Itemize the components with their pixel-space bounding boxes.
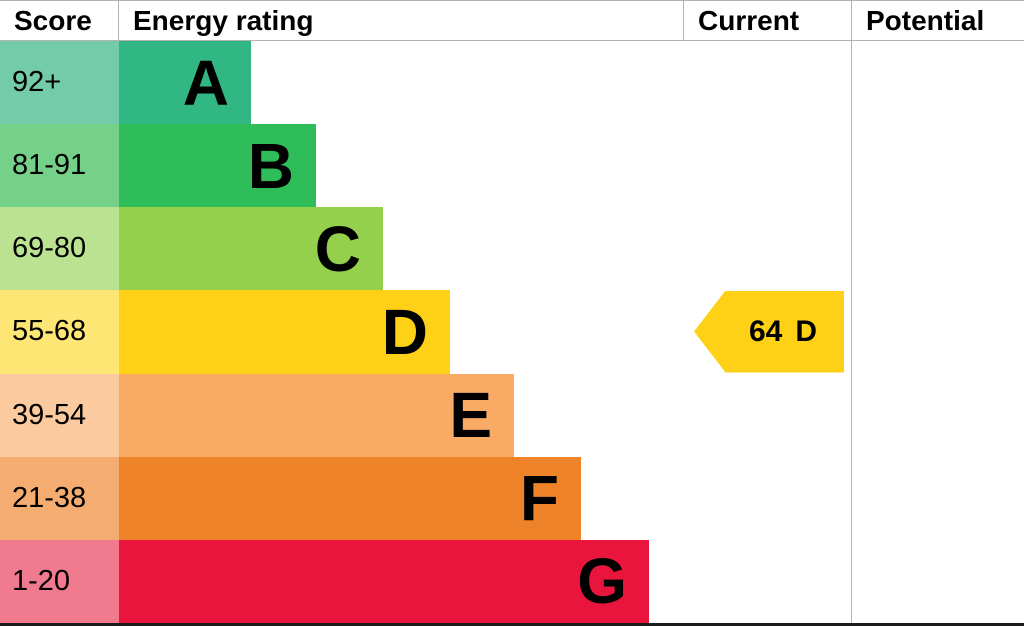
band-row: 69-80 C xyxy=(0,207,684,291)
band-row: 92+ A xyxy=(0,41,684,125)
band-row: 21-38 F xyxy=(0,456,684,540)
band-bar: D xyxy=(119,290,450,374)
band-letter: E xyxy=(449,379,492,452)
current-column-header: Current xyxy=(684,1,852,40)
energy-rating-column-header: Energy rating xyxy=(119,1,684,40)
band-letter: G xyxy=(577,545,627,618)
band-score-range: 55-68 xyxy=(0,290,119,374)
band-letter: D xyxy=(381,295,428,368)
bands-column: 92+ A 81-91 B 69-80 C 55-68 D 39-54 E 21… xyxy=(0,41,684,623)
band-bar: A xyxy=(119,41,251,125)
potential-column xyxy=(852,41,1024,623)
current-rating-value: 64 xyxy=(748,314,783,348)
score-column-header: Score xyxy=(0,1,119,40)
current-column: 64 D xyxy=(684,41,852,623)
table-body: 92+ A 81-91 B 69-80 C 55-68 D 39-54 E 21… xyxy=(0,41,1024,623)
band-row: 1-20 G xyxy=(0,539,684,623)
band-bar: B xyxy=(119,124,316,208)
band-bar: G xyxy=(119,539,649,623)
band-bar: C xyxy=(119,207,383,291)
band-score-range: 81-91 xyxy=(0,124,119,208)
band-score-range: 92+ xyxy=(0,41,119,125)
current-rating-band-letter: D xyxy=(795,314,818,348)
band-bar: E xyxy=(119,373,514,457)
table-header-row: Score Energy rating Current Potential xyxy=(0,1,1024,41)
band-row: 81-91 B xyxy=(0,124,684,208)
band-letter: A xyxy=(182,46,229,119)
band-letter: B xyxy=(247,129,294,202)
band-letter: C xyxy=(314,212,361,285)
band-letter: F xyxy=(519,462,559,535)
band-bar: F xyxy=(119,456,581,540)
band-score-range: 21-38 xyxy=(0,456,119,540)
band-score-range: 39-54 xyxy=(0,373,119,457)
band-row: 55-68 D xyxy=(0,290,684,374)
band-score-range: 1-20 xyxy=(0,539,119,623)
current-rating-arrow: 64 D xyxy=(694,290,844,373)
potential-column-header: Potential xyxy=(866,4,985,36)
band-row: 39-54 E xyxy=(0,373,684,457)
band-score-range: 69-80 xyxy=(0,207,119,291)
